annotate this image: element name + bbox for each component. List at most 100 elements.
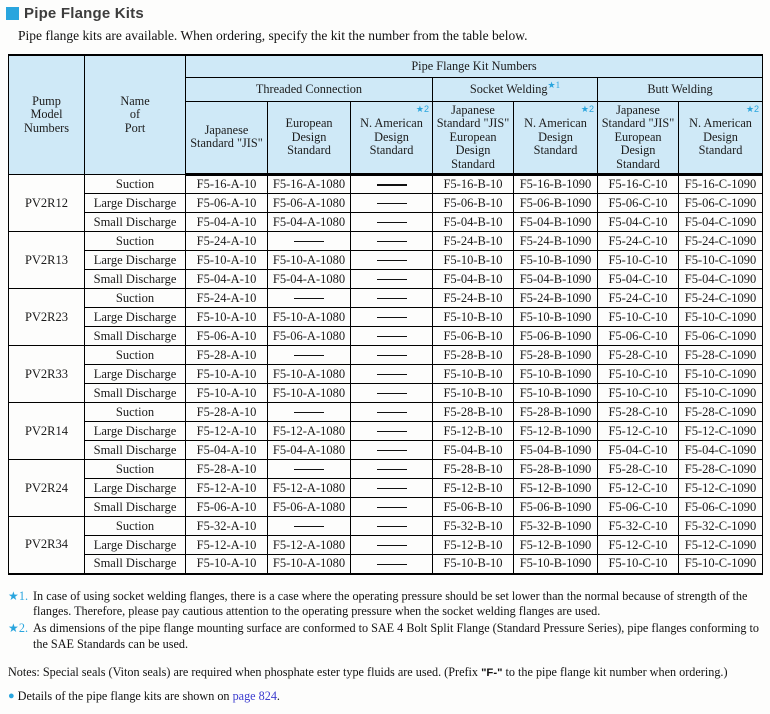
kit-number-cell: F5-10-A-1080	[267, 364, 351, 384]
kit-number-cell: F5-32-B-10	[432, 516, 514, 536]
kit-number-cell	[350, 516, 433, 536]
table-row: PV2R13 Suction F5-24-A-10 F5-24-B-10 F5-24-B…	[8, 231, 764, 289]
kit-number-cell: F5-28-A-10	[185, 402, 268, 422]
kit-number-cell	[350, 383, 433, 403]
pump-model-cell: PV2R13	[8, 231, 85, 289]
port-name-header: Name of Port	[84, 54, 186, 175]
kit-number-cell: F5-12-B-10	[432, 478, 514, 498]
port-cell: Small Discharge	[84, 440, 186, 460]
port-cell: Small Discharge	[84, 383, 186, 403]
port-cell: Suction	[84, 402, 186, 422]
kit-number-cell	[350, 478, 433, 498]
table-row: Large Discharge F5-12-A-10 F5-12-A-1080 F5-…	[9, 535, 764, 555]
table-header: Pump Model Numbers Name of Port Pipe Fla…	[8, 54, 764, 176]
kit-number-cell: F5-06-A-10	[185, 497, 268, 517]
port-cell: Suction	[84, 516, 186, 536]
page-824-link[interactable]: page 824	[232, 688, 277, 703]
kit-number-cell: F5-10-A-1080	[267, 554, 351, 574]
no-kit-dash-icon	[376, 297, 407, 300]
kit-number-cell: F5-10-A-10	[185, 364, 268, 384]
no-kit-dash-icon	[376, 316, 407, 319]
no-kit-dash-icon	[294, 411, 324, 414]
kit-number-cell: F5-10-B-10	[432, 554, 514, 574]
footnote-marker-icon: ★1	[547, 79, 561, 90]
kit-number-cell: F5-12-C-10	[597, 421, 679, 441]
kit-number-cell: F5-12-B-1090	[513, 421, 598, 441]
kit-number-cell: F5-10-C-10	[597, 250, 679, 270]
kit-number-cell	[350, 212, 433, 232]
kit-number-cell: F5-12-A-10	[185, 478, 268, 498]
table-row: Small Discharge F5-04-A-10 F5-04-A-1080 F5-…	[9, 269, 764, 289]
kit-number-cell	[350, 250, 433, 270]
footnote-2-text: As dimensions of the pipe flange mountin…	[33, 621, 760, 651]
no-kit-dash-icon	[376, 278, 407, 281]
kit-number-cell: F5-28-A-10	[185, 459, 268, 479]
kit-numbers-header: Pipe Flange Kit Numbers	[184, 54, 764, 78]
kit-number-cell: F5-28-B-10	[432, 402, 514, 422]
kit-number-cell: F5-24-C-10	[597, 288, 679, 308]
notes-line: Notes: Special seals (Viton seals) are r…	[8, 665, 762, 680]
kit-number-cell: F5-06-A-1080	[267, 326, 351, 346]
table-row: Large Discharge F5-10-A-10 F5-10-A-1080 F5-…	[9, 307, 764, 327]
kit-number-cell: F5-04-A-1080	[267, 440, 351, 460]
notes-suffix: to the pipe flange kit number when order…	[502, 664, 728, 679]
kit-number-cell: F5-06-A-1080	[267, 193, 351, 213]
kit-number-cell: F5-04-B-1090	[513, 269, 598, 289]
kit-number-cell: F5-24-A-10	[185, 288, 268, 308]
table-row: PV2R34 Suction F5-32-A-10 F5-32-B-10 F5-32-B…	[8, 516, 764, 574]
kit-number-cell: F5-04-C-1090	[677, 212, 764, 232]
kit-number-cell	[350, 554, 433, 574]
connection-type-row: Threaded Connection Socket Welding★1 Butt …	[9, 76, 764, 102]
kit-number-cell: F5-06-C-10	[597, 497, 679, 517]
kit-number-cell: F5-04-C-10	[597, 440, 679, 460]
kit-number-cell: F5-12-C-1090	[677, 421, 764, 441]
kit-number-cell: F5-24-B-1090	[513, 231, 598, 251]
kit-number-cell: F5-12-A-1080	[267, 535, 351, 555]
port-cell: Small Discharge	[84, 269, 186, 289]
kit-number-cell: F5-12-C-1090	[677, 478, 764, 498]
table-row: Small Discharge F5-10-A-10 F5-10-A-1080 F5-…	[9, 554, 764, 574]
kit-number-cell: F5-12-A-1080	[267, 478, 351, 498]
kit-number-cell: F5-24-C-1090	[677, 231, 764, 251]
no-kit-dash-icon	[376, 221, 407, 224]
kit-number-cell: F5-12-B-1090	[513, 478, 598, 498]
kit-number-cell	[350, 535, 433, 555]
table-row: Small Discharge F5-04-A-10 F5-04-A-1080 F5-…	[9, 212, 764, 232]
kit-number-cell: F5-12-B-1090	[513, 535, 598, 555]
notes-bold-prefix-code: "F-"	[481, 666, 503, 679]
kit-number-cell	[350, 269, 433, 289]
no-kit-dash-icon	[376, 392, 407, 395]
kit-number-cell: F5-06-C-1090	[677, 497, 764, 517]
kit-number-cell: F5-10-C-1090	[677, 250, 764, 270]
kit-number-cell: F5-10-B-1090	[513, 554, 598, 574]
kit-number-cell: F5-24-A-10	[185, 231, 268, 251]
kit-number-cell: F5-04-C-1090	[677, 440, 764, 460]
kit-number-cell: F5-06-B-10	[432, 326, 514, 346]
kit-number-cell	[350, 497, 433, 517]
kit-number-cell	[350, 307, 433, 327]
kit-number-cell: F5-04-C-1090	[677, 269, 764, 289]
pump-model-cell: PV2R24	[8, 459, 85, 517]
kit-number-cell: F5-12-A-10	[185, 535, 268, 555]
kit-number-cell	[350, 326, 433, 346]
footnote-2-marker: ★2.	[8, 621, 29, 636]
table-row: PV2R14 Suction F5-28-A-10 F5-28-B-10 F5-28-B…	[8, 402, 764, 460]
table-row: PV2R33 Suction F5-28-A-10 F5-28-B-10 F5-28-B…	[8, 345, 764, 403]
port-cell: Small Discharge	[84, 212, 186, 232]
kit-number-cell: F5-16-B-1090	[513, 174, 598, 194]
kit-number-cell: F5-28-B-1090	[513, 459, 598, 479]
table-row: PV2R23 Suction F5-24-A-10 F5-24-B-10 F5-24-B…	[8, 288, 764, 346]
kit-number-cell: F5-10-B-1090	[513, 307, 598, 327]
kit-number-cell: F5-10-B-1090	[513, 250, 598, 270]
kit-number-cell: F5-10-B-10	[432, 383, 514, 403]
port-cell: Suction	[84, 288, 186, 308]
kit-number-cell: F5-10-A-1080	[267, 307, 351, 327]
kit-number-cell: F5-24-B-1090	[513, 288, 598, 308]
no-kit-dash-icon	[376, 506, 407, 509]
kit-number-cell: F5-06-B-1090	[513, 497, 598, 517]
no-kit-dash-icon	[294, 525, 324, 528]
kit-number-cell: F5-10-B-10	[432, 364, 514, 384]
kit-number-cell: F5-06-B-10	[432, 193, 514, 213]
kit-number-cell: F5-06-C-10	[597, 193, 679, 213]
table-body: PV2R12 Suction F5-16-A-10 F5-16-A-1080 F5-16…	[8, 174, 764, 574]
